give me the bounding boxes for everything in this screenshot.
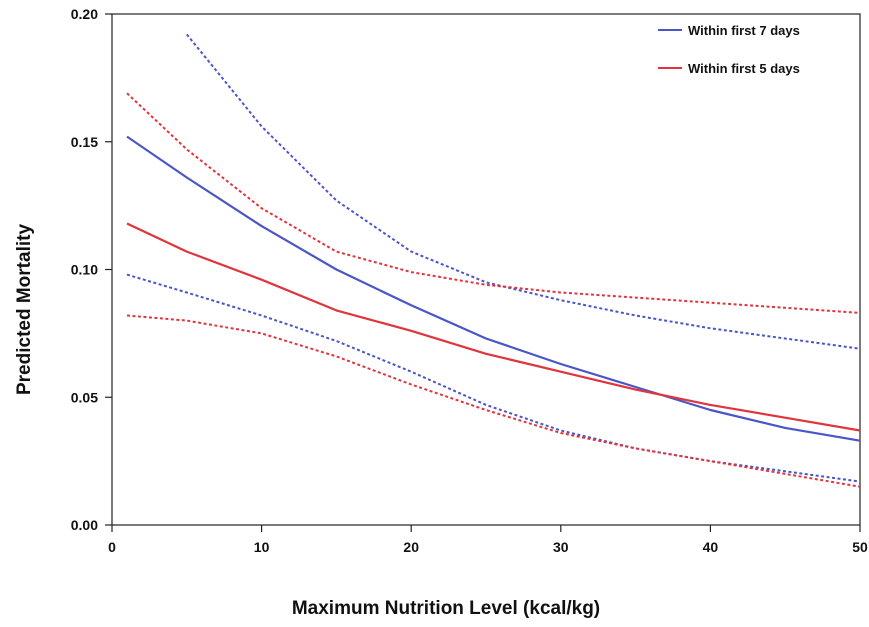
x-axis-title: Maximum Nutrition Level (kcal/kg) — [292, 598, 600, 619]
plot-frame — [111, 13, 861, 526]
y-tick-label: 0.15 — [71, 134, 98, 150]
plot-border — [111, 13, 861, 526]
x-tick-label: 20 — [403, 539, 419, 555]
series-line — [126, 135, 861, 442]
x-tick-label: 50 — [852, 539, 868, 555]
series-line — [126, 222, 861, 432]
legend: Within first 7 days Within first 5 days — [658, 23, 800, 76]
x-tick-label: 10 — [254, 539, 270, 555]
x-axis-ticks: 0 10 20 30 40 50 — [108, 525, 868, 555]
x-tick-label: 0 — [108, 539, 116, 555]
legend-label: Within first 7 days — [688, 23, 800, 38]
y-axis-title: Predicted Mortality — [14, 224, 35, 395]
series-layer — [126, 33, 861, 488]
confidence-band-line — [126, 314, 861, 488]
legend-label: Within first 5 days — [688, 61, 800, 76]
y-tick-label: 0.00 — [71, 517, 98, 533]
y-tick-label: 0.10 — [71, 262, 98, 278]
y-tick-label: 0.05 — [71, 389, 98, 405]
x-tick-label: 40 — [703, 539, 719, 555]
x-tick-label: 30 — [553, 539, 569, 555]
confidence-band-line — [126, 92, 861, 314]
y-tick-label: 0.20 — [71, 6, 98, 22]
confidence-band-line — [186, 33, 861, 350]
y-axis-ticks: 0.00 0.05 0.10 0.15 0.20 — [71, 6, 112, 533]
